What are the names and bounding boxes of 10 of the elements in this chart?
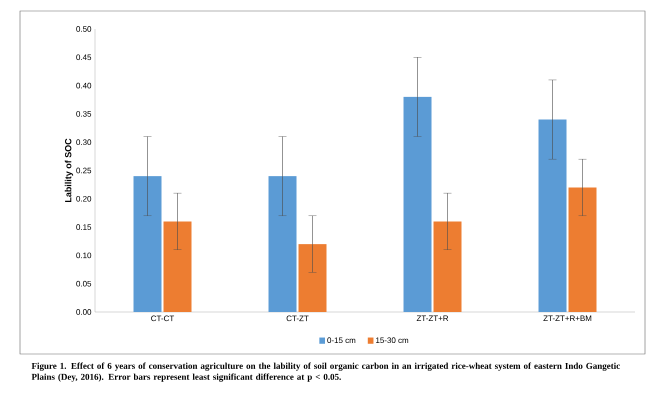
caption: Figure 1. Effect of 6 years of conservation agriculture on the lability of soil organic carbon in an irrigated rice-wheat system of eastern Indo Gangetic Plains (Dey, 2016). Error bars represent least significant difference at p < 0.05. <box>32 362 620 382</box>
bar <box>164 221 192 312</box>
bar <box>538 120 567 312</box>
bar <box>404 96 432 312</box>
bar <box>434 221 462 312</box>
bar <box>298 244 327 312</box>
bar <box>568 187 597 312</box>
y-axis-title: Lability of SOC <box>64 138 74 202</box>
bar <box>134 176 162 312</box>
bar <box>268 176 297 312</box>
